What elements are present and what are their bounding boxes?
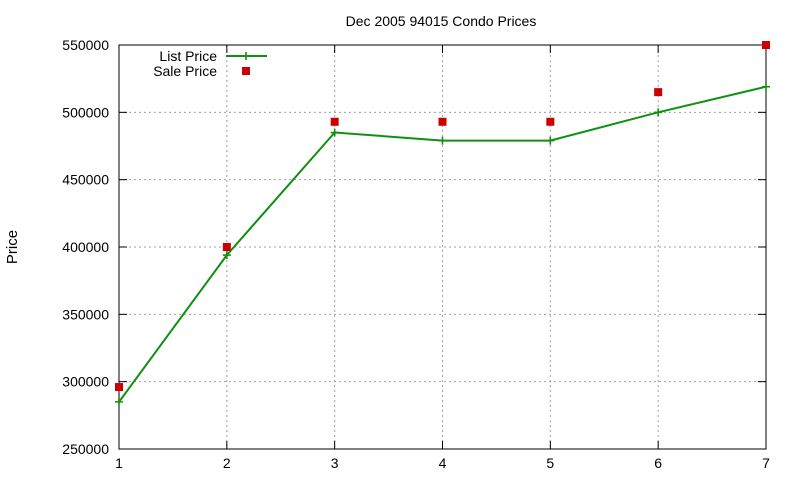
y-tick-label: 500000 — [62, 104, 109, 120]
legend-marker-sale-price — [242, 67, 250, 75]
point-list-price — [438, 136, 447, 145]
x-tick-label: 1 — [115, 455, 123, 471]
y-tick-label: 450000 — [62, 172, 109, 188]
legend-label-sale-price: Sale Price — [153, 63, 217, 79]
series-layer — [115, 41, 770, 406]
point-list-price — [115, 397, 123, 406]
plot-frame — [118, 44, 767, 450]
point-sale-price — [546, 117, 555, 126]
x-tick-label: 2 — [223, 455, 231, 471]
legend-marker-list-price — [242, 52, 250, 60]
y-axis-label: Price — [4, 230, 21, 264]
point-list-price — [762, 82, 770, 91]
y-tick-label: 250000 — [62, 441, 109, 457]
legend: List Price Sale Price — [153, 48, 267, 79]
point-sale-price — [762, 41, 770, 49]
x-tick-label: 4 — [439, 455, 447, 471]
y-tick-label: 400000 — [62, 239, 109, 255]
point-sale-price — [438, 117, 447, 126]
y-tick-label: 350000 — [62, 306, 109, 322]
gridlines — [119, 45, 766, 449]
axis-ticks: 250000 300000 350000 400000 450000 500000 5500… — [62, 37, 770, 471]
series-line-list-price — [118, 85, 767, 403]
x-tick-label: 5 — [546, 455, 554, 471]
point-list-price — [654, 108, 663, 117]
point-list-price — [546, 136, 555, 145]
point-sale-price — [330, 117, 339, 126]
x-tick-label: 3 — [331, 455, 339, 471]
y-tick-label: 550000 — [62, 37, 109, 53]
point-list-price — [222, 251, 231, 260]
point-sale-price — [222, 243, 231, 251]
point-sale-price — [654, 88, 663, 97]
x-tick-label: 7 — [762, 455, 770, 471]
chart-title: Dec 2005 94015 Condo Prices — [346, 13, 537, 29]
point-sale-price — [115, 383, 123, 392]
x-tick-label: 6 — [654, 455, 662, 471]
point-list-price — [330, 128, 339, 137]
legend-label-list-price: List Price — [159, 48, 217, 64]
y-tick-label: 300000 — [62, 374, 109, 390]
